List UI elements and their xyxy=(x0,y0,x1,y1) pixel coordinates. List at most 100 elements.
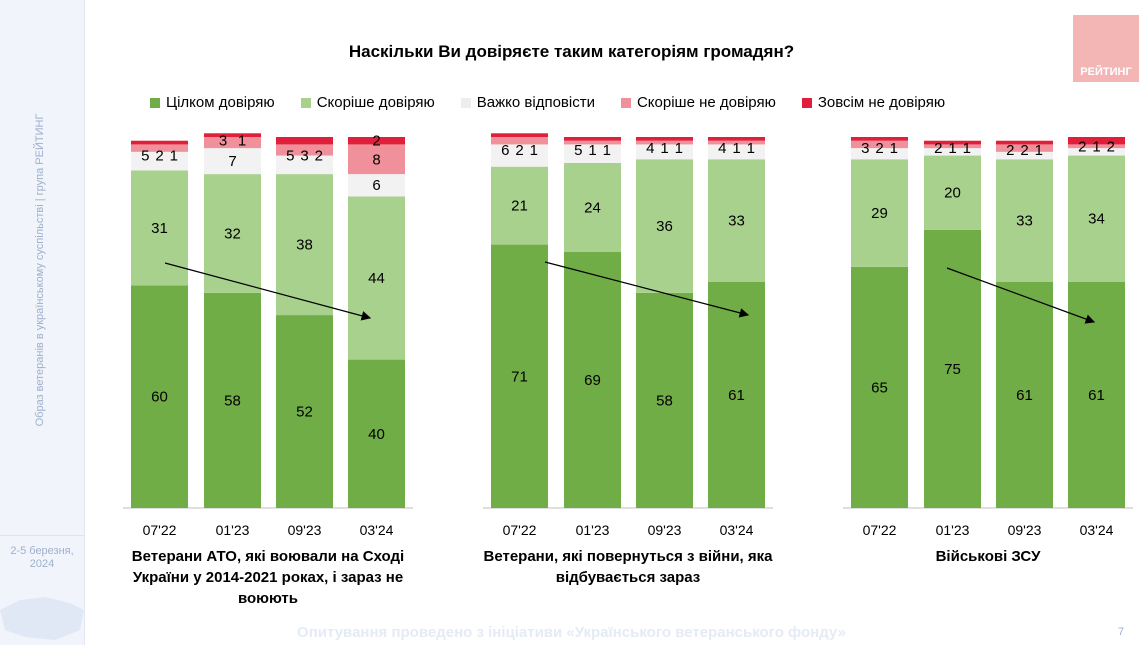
group-label: Ветерани, які повернуться з війни, яка в… xyxy=(483,548,773,586)
bar-segment xyxy=(924,148,981,156)
tick-label: 01'23 xyxy=(936,522,970,538)
data-label: 5 xyxy=(141,148,149,165)
bar-segment xyxy=(1068,281,1125,508)
data-label: 29 xyxy=(871,205,888,222)
data-label: 2 xyxy=(875,140,883,157)
legend-label: Цілком довіряю xyxy=(166,94,275,111)
bar-segment xyxy=(924,229,981,508)
data-label: 69 xyxy=(584,372,601,389)
bar-segment xyxy=(636,144,693,160)
data-label: 8 xyxy=(372,151,380,168)
legend-label: Скоріше не довіряю xyxy=(636,94,776,111)
bar-segment xyxy=(708,281,765,508)
trend-arrow xyxy=(544,261,750,318)
bar-segment xyxy=(276,315,333,508)
footer-note: Опитування проведено з ініціативи «Украї… xyxy=(297,624,846,641)
data-label: 58 xyxy=(224,392,241,409)
data-label: 1 xyxy=(238,133,246,150)
bar-segment xyxy=(1068,148,1125,156)
data-label: 6 xyxy=(372,177,380,194)
data-label: 1 xyxy=(1092,138,1100,155)
bar-segment xyxy=(708,137,765,141)
data-label: 1 xyxy=(732,140,740,157)
legend-swatch xyxy=(300,97,311,108)
bar-segment xyxy=(131,140,188,145)
bar-segment xyxy=(851,140,908,149)
sidebar-divider xyxy=(0,535,84,536)
tick-label: 09'23 xyxy=(1008,522,1042,538)
bar-segment xyxy=(996,281,1053,508)
bar-segment xyxy=(996,159,1053,282)
data-label: 2 xyxy=(1020,142,1028,159)
bar-segment xyxy=(204,292,261,508)
tick-label: 09'23 xyxy=(648,522,682,538)
data-label: 34 xyxy=(1088,211,1105,228)
tick-label: 07'22 xyxy=(143,522,177,538)
legend-swatch xyxy=(620,97,631,108)
tick-label: 07'22 xyxy=(863,522,897,538)
legend-label: Скоріше довіряю xyxy=(316,94,435,111)
data-label: 3 xyxy=(300,148,308,165)
data-label: 65 xyxy=(871,379,888,396)
chart-title: Наскільки Ви довіряєте таким категоріям … xyxy=(348,42,795,61)
tick-label: 07'22 xyxy=(503,522,537,538)
bar-segment xyxy=(131,151,188,171)
data-label: 24 xyxy=(584,199,601,216)
data-label: 44 xyxy=(368,270,385,287)
bar-segment xyxy=(636,137,693,141)
bar-segment xyxy=(491,144,548,167)
bar-segment xyxy=(708,144,765,160)
data-label: 2 xyxy=(372,133,380,150)
legend-label: Зовсім не довіряю xyxy=(817,94,946,111)
data-label: 3 xyxy=(219,133,227,150)
sidebar: Образ ветеранів в українському суспільст… xyxy=(0,0,85,645)
data-label: 2 xyxy=(1078,138,1086,155)
bar-segment xyxy=(276,155,333,175)
bar-segment xyxy=(348,359,405,508)
data-label: 2 xyxy=(315,148,323,165)
data-label: 7 xyxy=(228,153,236,170)
data-label: 75 xyxy=(944,361,961,378)
bar-segment xyxy=(276,144,333,156)
trend-arrow xyxy=(164,262,372,321)
data-label: 31 xyxy=(151,220,168,237)
data-label: 61 xyxy=(1016,387,1033,404)
data-label: 60 xyxy=(151,389,168,406)
data-label: 58 xyxy=(656,392,673,409)
bar-segment xyxy=(204,174,261,293)
bar-segment xyxy=(276,137,333,145)
data-label: 2 xyxy=(1006,142,1014,159)
bar-segment xyxy=(1068,137,1125,145)
legend-item: Скоріше не довіряю xyxy=(620,94,776,111)
bar-segment xyxy=(491,137,548,145)
tick-label: 01'23 xyxy=(576,522,610,538)
data-label: 36 xyxy=(656,218,673,235)
bar-segment xyxy=(564,144,621,163)
bar-segment xyxy=(564,140,621,145)
bar-segment xyxy=(348,137,405,145)
legend-label: Важко відповісти xyxy=(476,94,595,111)
bar-segment xyxy=(564,137,621,141)
bar-segment xyxy=(924,140,981,145)
survey-date: 2-5 березня, 2024 xyxy=(10,545,74,570)
data-label: 1 xyxy=(170,148,178,165)
data-label: 61 xyxy=(1088,387,1105,404)
ukraine-map-icon xyxy=(0,597,84,640)
data-label: 3 xyxy=(861,140,869,157)
group-label: Військові ЗСУ xyxy=(935,548,1041,565)
bar-segment xyxy=(564,252,621,508)
data-label: 2 xyxy=(515,142,523,159)
trend-arrow xyxy=(946,267,1096,324)
data-label: 33 xyxy=(1016,212,1033,229)
data-label: 21 xyxy=(511,198,528,215)
bar-segment xyxy=(491,166,548,245)
data-label: 4 xyxy=(646,140,654,157)
tick-label: 03'24 xyxy=(720,522,754,538)
bar-segment xyxy=(1068,155,1125,282)
legend-swatch xyxy=(801,97,812,108)
data-label: 1 xyxy=(1035,142,1043,159)
data-label: 52 xyxy=(296,404,313,421)
data-label: 1 xyxy=(588,142,596,159)
legend-item: Важко відповісти xyxy=(460,94,595,111)
